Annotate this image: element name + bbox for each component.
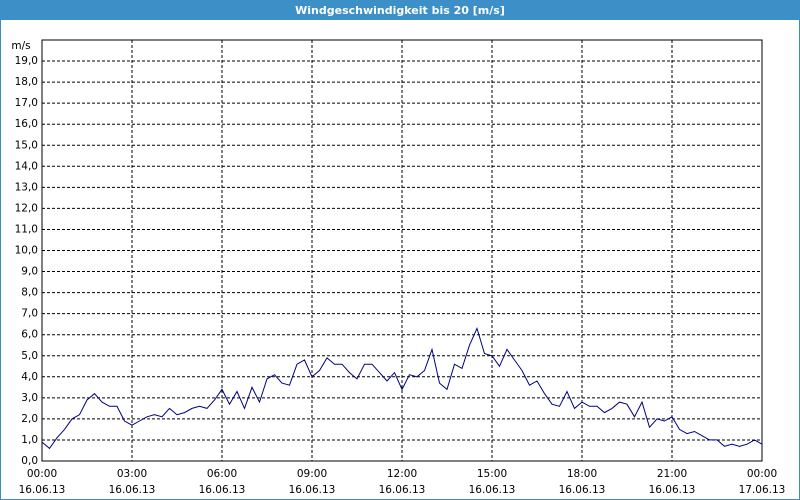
x-tick-label: 09:00 [297,468,327,480]
x-tick-date: 16.06.13 [559,484,606,496]
x-tick-date: 16.06.13 [379,484,426,496]
y-tick-label: 10,0 [15,245,38,257]
x-tick-date: 16.06.13 [19,484,66,496]
x-tick-label: 00:00 [27,468,57,480]
x-tick-date: 16.06.13 [109,484,156,496]
y-tick-label: 5,0 [21,350,38,362]
y-tick-label: 17,0 [15,97,38,109]
y-tick-label: 9,0 [21,266,38,278]
y-tick-label: 11,0 [15,223,38,235]
y-tick-label: 13,0 [15,181,38,193]
x-tick-date: 16.06.13 [469,484,516,496]
x-tick-label: 15:00 [477,468,507,480]
x-tick-label: 00:00 [747,468,777,480]
y-tick-label: 14,0 [15,160,38,172]
y-tick-label: 0,0 [21,455,38,467]
y-tick-label: 3,0 [21,392,38,404]
data-line [41,326,763,450]
x-tick-date: 16.06.13 [289,484,336,496]
y-tick-label: 1,0 [21,434,38,446]
x-tick-date: 16.06.13 [199,484,246,496]
chart-title: Windgeschwindigkeit bis 20 [m/s] [295,4,505,17]
x-tick-date: 17.06.13 [739,484,786,496]
y-tick-label: 7,0 [21,308,38,320]
y-tick-label: 19,0 [15,55,38,67]
x-tick-label: 03:00 [117,468,147,480]
y-tick-label: 4,0 [21,371,38,383]
y-tick-label: 16,0 [15,118,38,130]
x-tick-label: 21:00 [657,468,687,480]
y-tick-label: 12,0 [15,202,38,214]
x-tick-label: 12:00 [387,468,417,480]
x-tick-label: 18:00 [567,468,597,480]
y-tick-label: 18,0 [15,76,38,88]
y-tick-label: 15,0 [15,139,38,151]
y-tick-label: 8,0 [21,287,38,299]
y-axis-label: m/s [11,40,30,52]
plot-border [41,39,763,462]
x-tick-label: 06:00 [207,468,237,480]
x-tick-date: 16.06.13 [649,484,696,496]
title-bar [0,0,800,20]
y-tick-label: 6,0 [21,329,38,341]
y-tick-label: 2,0 [21,413,38,425]
